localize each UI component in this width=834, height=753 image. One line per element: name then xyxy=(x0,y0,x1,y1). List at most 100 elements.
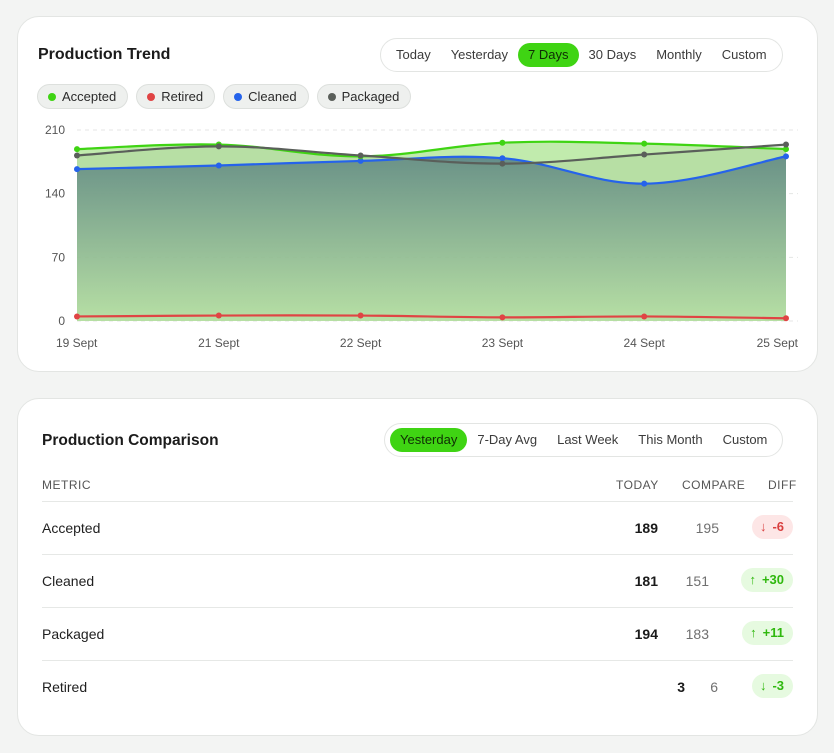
packaged-point[interactable] xyxy=(499,160,506,167)
retired-point[interactable] xyxy=(641,313,648,320)
arrow-down-icon: ↓ xyxy=(759,678,767,693)
arrow-up-icon: ↑ xyxy=(750,625,757,640)
comparison-range-tabs: Yesterday 7-Day Avg Last Week This Month… xyxy=(384,423,784,457)
packaged-point[interactable] xyxy=(215,143,222,150)
diff-value: +11 xyxy=(762,625,784,640)
compare-value: 195 xyxy=(695,520,719,536)
header-diff: DIFF xyxy=(768,478,797,492)
compare-value: 183 xyxy=(685,626,709,642)
chart-legend: Accepted Retired Cleaned Packaged xyxy=(37,84,412,109)
tab-last-week[interactable]: Last Week xyxy=(557,432,619,447)
divider xyxy=(42,607,793,608)
metric-retired: Retired xyxy=(42,679,88,695)
tab-this-month[interactable]: This Month xyxy=(638,432,703,447)
cleaned-area xyxy=(77,156,786,321)
trend-range-tabs: Today Yesterday 7 Days 30 Days Monthly C… xyxy=(380,38,783,72)
diff-badge: ↓ -3 xyxy=(751,674,793,698)
tab-monthly[interactable]: Monthly xyxy=(656,47,702,62)
y-tick-label: 140 xyxy=(45,187,65,201)
retired-point[interactable] xyxy=(499,314,506,321)
today-value: 189 xyxy=(634,520,658,536)
production-trend-chart: 0 70 140 210 19 Sept 21 Sept 22 Sept 23 Sept 24 … xyxy=(45,123,799,350)
retired-point[interactable] xyxy=(74,313,80,320)
legend-cleaned[interactable]: Cleaned xyxy=(223,84,309,109)
header-compare: COMPARE xyxy=(682,478,746,492)
y-tick-label: 210 xyxy=(45,123,65,137)
packaged-point[interactable] xyxy=(641,151,648,158)
today-value: 181 xyxy=(634,573,658,589)
tab-today[interactable]: Today xyxy=(396,47,431,62)
cleaned-point[interactable] xyxy=(357,157,364,164)
accepted-line xyxy=(75,140,788,158)
divider xyxy=(42,660,793,661)
diff-value: +30 xyxy=(761,572,784,587)
compare-value: 151 xyxy=(685,573,709,589)
y-tick-label: 0 xyxy=(58,314,65,328)
accepted-point[interactable] xyxy=(641,140,648,147)
today-value: 3 xyxy=(677,679,685,695)
x-tick-label: 22 Sept xyxy=(340,336,382,350)
legend-dot-packaged xyxy=(327,92,336,101)
cleaned-point[interactable] xyxy=(215,162,222,169)
legend-retired[interactable]: Retired xyxy=(136,84,216,109)
diff-badge: ↑ +30 xyxy=(741,568,793,592)
accepted-point[interactable] xyxy=(74,146,80,153)
packaged-point[interactable] xyxy=(357,152,364,159)
diff-value: -6 xyxy=(772,519,784,534)
production-comparison-title: Production Comparison xyxy=(42,432,219,449)
tab-yesterday[interactable]: Yesterday xyxy=(390,428,468,452)
x-tick-label: 19 Sept xyxy=(56,336,98,350)
retired-line xyxy=(75,314,788,320)
y-tick-label: 70 xyxy=(52,250,66,264)
retired-point[interactable] xyxy=(215,312,222,319)
tab-7-day-avg[interactable]: 7-Day Avg xyxy=(477,432,538,447)
divider xyxy=(42,501,793,502)
packaged-area xyxy=(77,144,786,321)
legend-label: Packaged xyxy=(341,89,400,104)
tab-custom[interactable]: Custom xyxy=(722,432,768,447)
x-tick-label: 24 Sept xyxy=(624,336,666,350)
cleaned-line xyxy=(75,155,788,185)
packaged-point[interactable] xyxy=(783,141,789,148)
arrow-down-icon: ↓ xyxy=(759,519,767,534)
legend-label: Cleaned xyxy=(248,89,297,104)
legend-dot-retired xyxy=(147,92,156,101)
legend-accepted[interactable]: Accepted xyxy=(37,84,129,109)
arrow-up-icon: ↑ xyxy=(749,572,756,587)
production-comparison-card: Production Comparison Yesterday 7-Day Av… xyxy=(17,398,818,736)
legend-dot-accepted xyxy=(48,92,56,101)
retired-point[interactable] xyxy=(357,312,364,319)
packaged-point[interactable] xyxy=(74,152,80,159)
tab-yesterday[interactable]: Yesterday xyxy=(450,47,509,62)
x-tick-label: 25 Sept xyxy=(757,336,799,350)
compare-value: 6 xyxy=(710,679,718,695)
accepted-point[interactable] xyxy=(499,139,506,146)
divider xyxy=(42,554,793,555)
legend-label: Retired xyxy=(161,89,204,104)
production-trend-title: Production Trend xyxy=(38,46,171,63)
header-today: TODAY xyxy=(616,478,659,492)
retired-point[interactable] xyxy=(783,315,789,322)
accepted-point[interactable] xyxy=(783,146,789,153)
header-metric: METRIC xyxy=(42,478,91,492)
diff-badge: ↑ +11 xyxy=(742,621,793,645)
diff-badge: ↓ -6 xyxy=(751,515,793,539)
x-tick-label: 23 Sept xyxy=(482,336,524,350)
legend-dot-cleaned xyxy=(234,92,243,101)
tab-7-days[interactable]: 7 Days xyxy=(518,43,579,67)
metric-packaged: Packaged xyxy=(42,626,105,642)
legend-packaged[interactable]: Packaged xyxy=(316,84,412,109)
metric-accepted: Accepted xyxy=(42,520,101,536)
diff-value: -3 xyxy=(772,678,784,693)
cleaned-point[interactable] xyxy=(74,166,80,173)
metric-cleaned: Cleaned xyxy=(42,573,95,589)
tab-custom[interactable]: Custom xyxy=(721,47,767,62)
cleaned-point[interactable] xyxy=(641,180,648,187)
today-value: 194 xyxy=(634,626,658,642)
cleaned-point[interactable] xyxy=(499,155,506,162)
packaged-line xyxy=(75,143,788,165)
x-tick-label: 21 Sept xyxy=(198,336,240,350)
tab-30-days[interactable]: 30 Days xyxy=(588,47,637,62)
legend-label: Accepted xyxy=(62,89,117,104)
cleaned-point[interactable] xyxy=(783,153,789,160)
